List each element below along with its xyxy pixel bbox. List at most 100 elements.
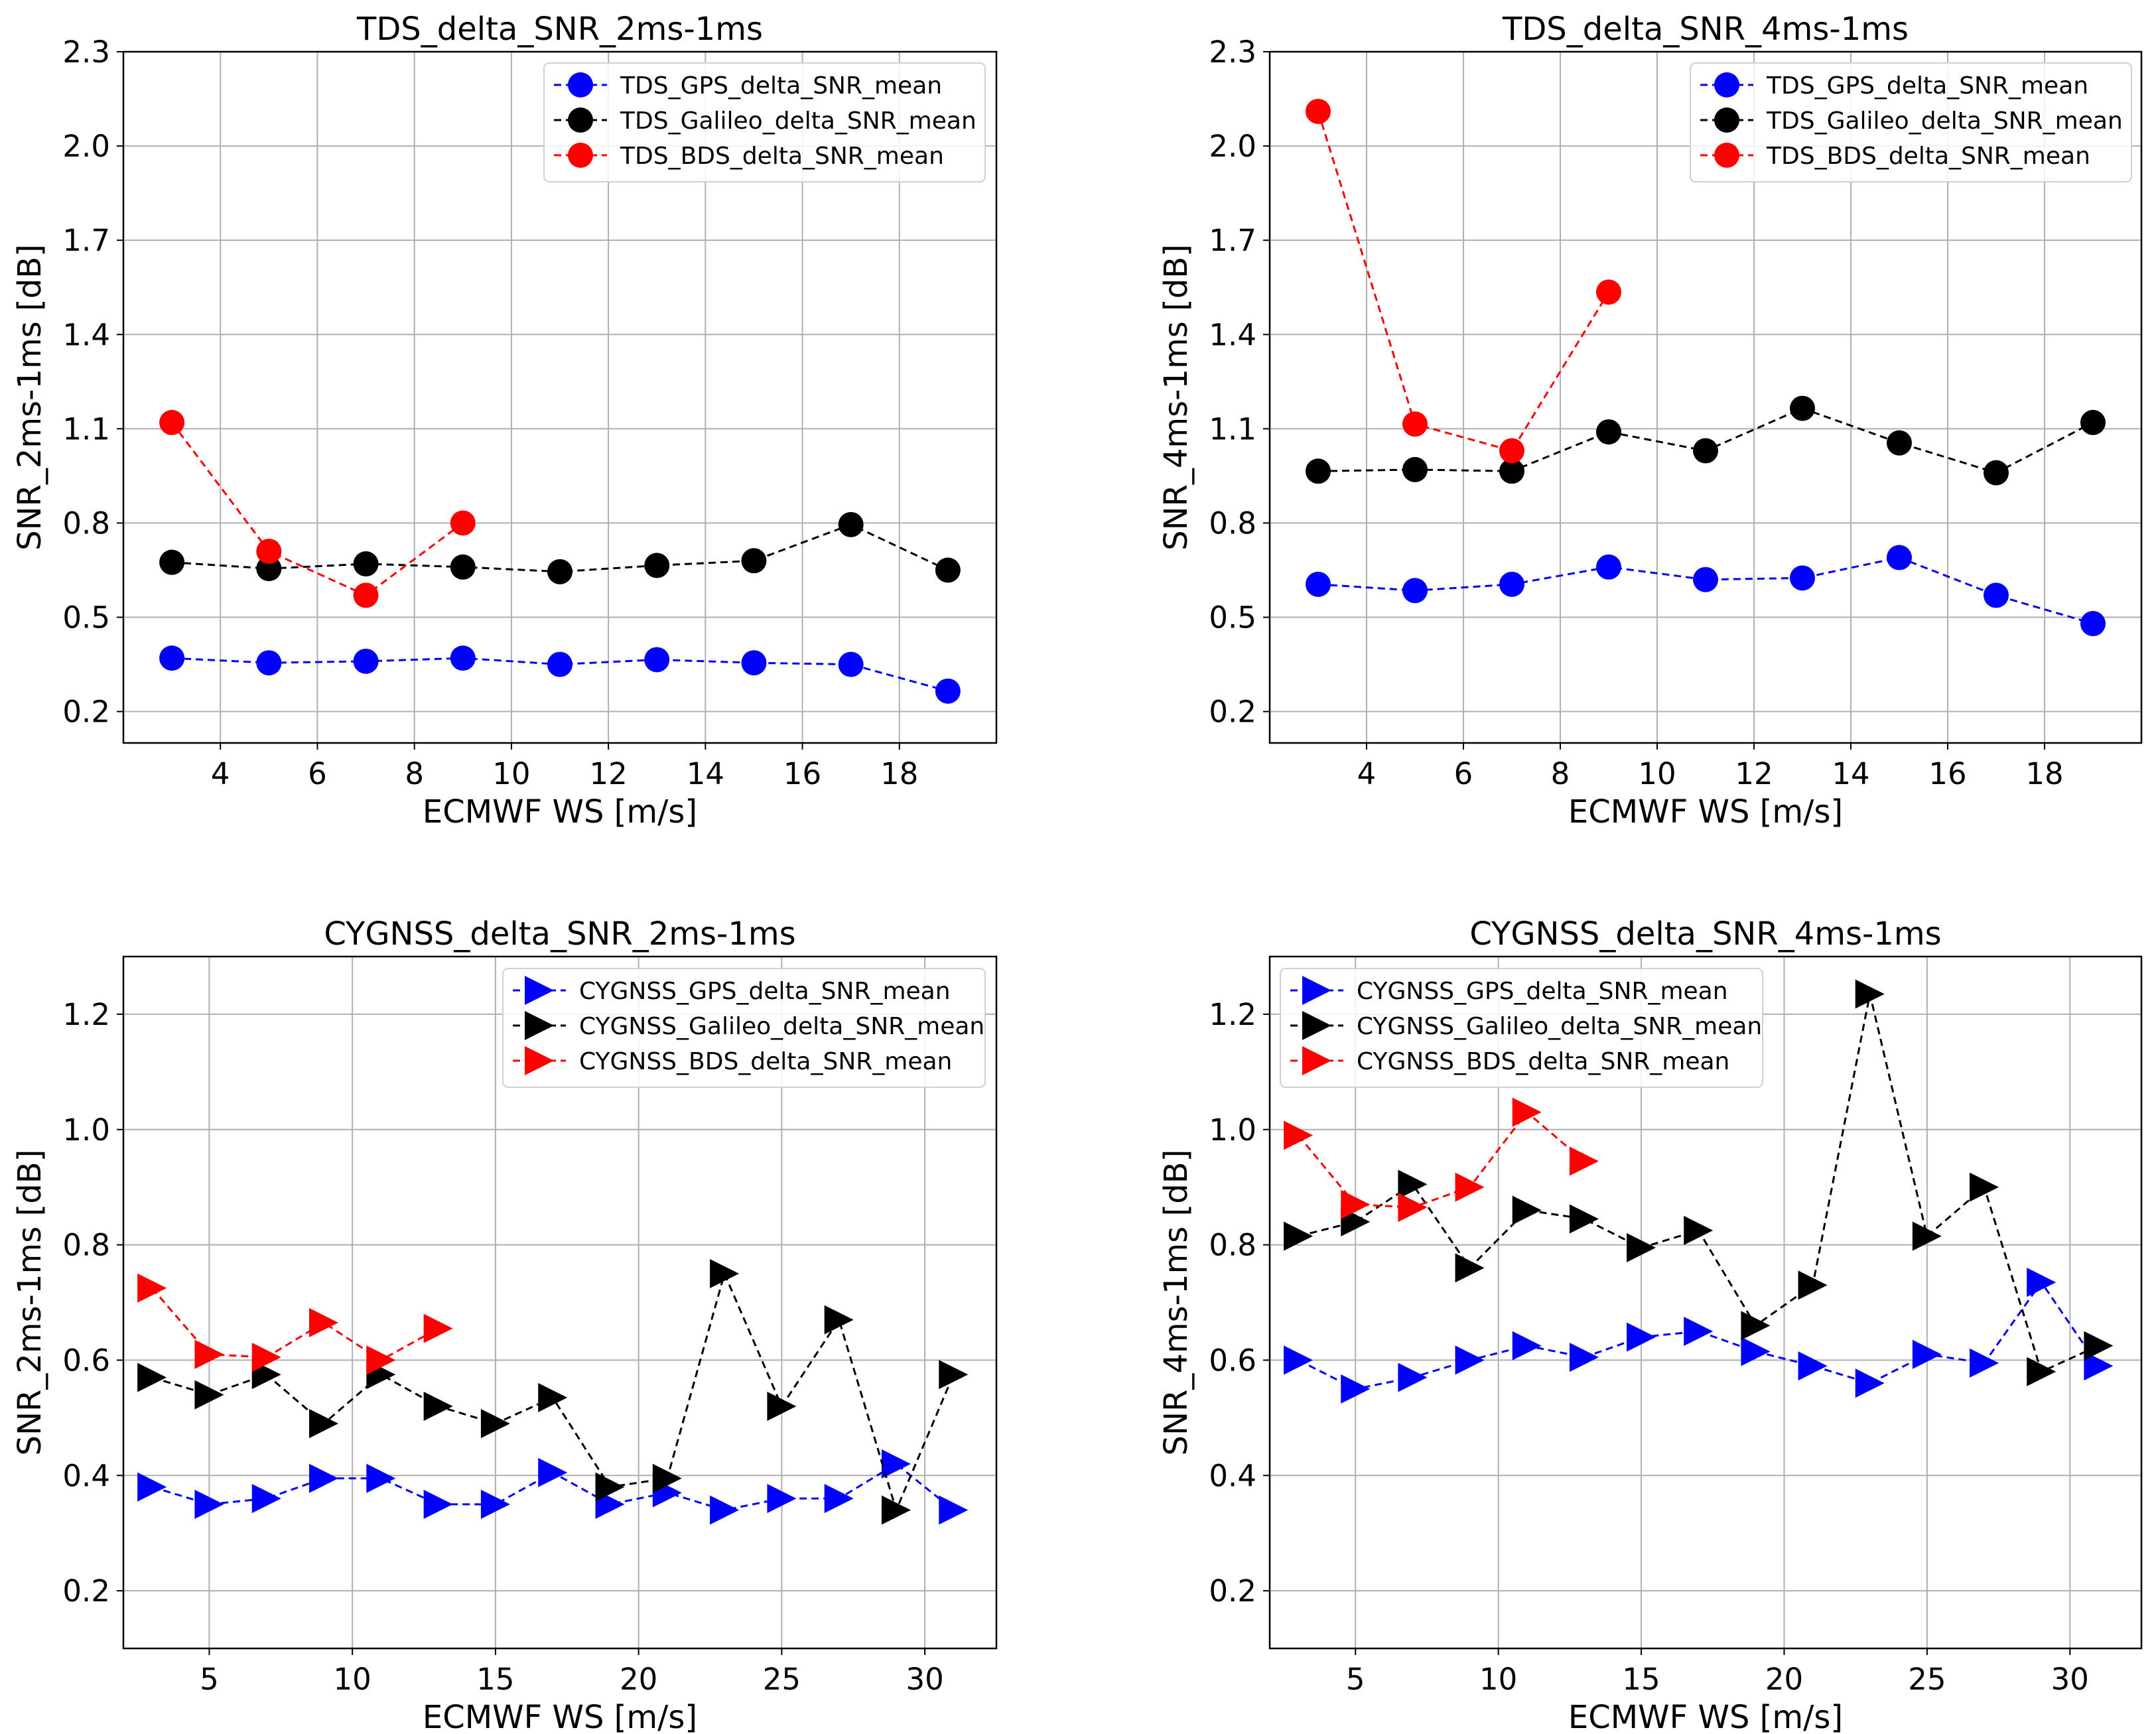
- data-point: [251, 1343, 281, 1372]
- x-tick-label: 30: [906, 1662, 943, 1697]
- data-point: [353, 648, 379, 674]
- data-point: [1455, 1345, 1485, 1375]
- data-point: [1402, 578, 1428, 604]
- data-point: [1741, 1337, 1771, 1367]
- x-tick-label: 16: [783, 756, 821, 791]
- legend-marker: [568, 143, 593, 168]
- data-point: [1970, 1348, 1999, 1378]
- x-tick-label: 5: [1346, 1662, 1365, 1697]
- legend-marker: [568, 72, 593, 98]
- series-CYGNSS_GPS_delta_SNR_mean: [137, 1449, 969, 1525]
- legend-label: TDS_Galileo_delta_SNR_mean: [1766, 107, 2123, 135]
- data-point: [450, 510, 476, 536]
- plot-frame: [122, 50, 998, 744]
- data-point: [1512, 1195, 1542, 1225]
- legend-marker: [525, 1011, 554, 1040]
- data-point: [644, 647, 670, 673]
- data-point: [824, 1305, 854, 1335]
- x-tick-label: 12: [1735, 756, 1773, 791]
- y-tick-label: 1.1: [1209, 411, 1256, 446]
- data-point: [1341, 1374, 1371, 1404]
- y-tick-label: 0.6: [1209, 1343, 1256, 1378]
- data-point: [1306, 458, 1331, 484]
- chart-title: CYGNSS_delta_SNR_2ms-1ms: [324, 915, 795, 953]
- data-point: [423, 1391, 453, 1421]
- y-tick-label: 0.2: [1209, 1573, 1256, 1609]
- legend-box: [1690, 62, 2132, 182]
- data-point: [480, 1409, 510, 1439]
- data-point: [2080, 611, 2106, 637]
- x-tick-label: 8: [405, 756, 424, 791]
- data-point: [1499, 571, 1524, 597]
- data-point: [1512, 1331, 1542, 1361]
- data-point: [1569, 1204, 1599, 1234]
- data-point: [1284, 1120, 1314, 1150]
- y-tick-label: 0.2: [1209, 695, 1256, 730]
- data-point: [137, 1363, 167, 1392]
- data-point: [1284, 1345, 1314, 1375]
- data-point: [1693, 567, 1718, 592]
- series-line: [170, 421, 464, 597]
- data-point: [767, 1391, 797, 1421]
- data-point: [1887, 545, 1912, 570]
- chart-1: 4 6 8 10 12 14 16 18 0.2 0.5 0.8 1.1 1.4 1.7 2.0 2.3 TDS…: [11, 11, 998, 831]
- x-tick-label: 10: [334, 1662, 371, 1697]
- y-tick-label: 1.1: [62, 411, 110, 446]
- series-TDS_Galileo_delta_SNR_mean: [1306, 395, 2106, 486]
- data-point: [741, 548, 767, 574]
- data-point: [1596, 419, 1621, 445]
- x-tick-label: 10: [1638, 756, 1676, 791]
- x-tick-label: 12: [589, 756, 627, 791]
- y-axis-label: SNR_4ms-1ms [dB]: [1158, 244, 1195, 551]
- chart-title: CYGNSS_delta_SNR_4ms-1ms: [1469, 915, 1941, 953]
- data-point: [741, 650, 767, 676]
- chart-2: 4 6 8 10 12 14 16 18 0.2 0.5 0.8 1.1 1.4 1.7 2.0 2.3 TDS…: [1158, 11, 2143, 831]
- data-point: [137, 1273, 167, 1303]
- y-tick-label: 0.8: [1209, 1228, 1256, 1263]
- x-tick-label: 10: [1479, 1662, 1517, 1697]
- data-point: [159, 549, 185, 575]
- series-TDS_BDS_delta_SNR_mean: [159, 409, 476, 608]
- series-CYGNSS_Galileo_delta_SNR_mean: [137, 1259, 969, 1525]
- y-axis-label: SNR_2ms-1ms [dB]: [11, 244, 48, 551]
- data-point: [710, 1495, 740, 1525]
- data-point: [1596, 554, 1621, 580]
- series-line: [1317, 111, 1610, 452]
- x-tick-label: 15: [476, 1662, 514, 1697]
- legend: TDS_GPS_delta_SNR_mean TDS_Galileo_delta_…: [1690, 62, 2132, 182]
- y-tick-label: 1.0: [1209, 1112, 1256, 1148]
- data-point: [1684, 1316, 1714, 1346]
- chart-title: TDS_delta_SNR_2ms-1ms: [356, 11, 763, 48]
- data-point: [480, 1489, 510, 1519]
- data-point: [1306, 98, 1331, 124]
- data-point: [1627, 1322, 1656, 1352]
- data-point: [450, 645, 476, 671]
- data-point: [1596, 279, 1621, 305]
- legend-box: [1280, 968, 1763, 1088]
- x-tick-label: 18: [880, 756, 918, 791]
- chart-3: 5 10 15 20 25 30 0.2 0.4 0.6 0.8 1.0 1.2 CYGNSS_delt…: [11, 915, 998, 1734]
- x-tick-label: 20: [620, 1662, 657, 1697]
- data-point: [1790, 395, 1815, 421]
- data-point: [1693, 438, 1718, 464]
- data-point: [256, 556, 282, 582]
- data-point: [353, 582, 379, 608]
- data-point: [1398, 1193, 1428, 1223]
- data-point: [1402, 456, 1428, 482]
- data-point: [2027, 1357, 2056, 1386]
- data-point: [309, 1409, 339, 1439]
- legend-marker: [1714, 143, 1739, 168]
- x-tick-label: 25: [1908, 1662, 1946, 1697]
- series-CYGNSS_BDS_delta_SNR_mean: [1284, 1097, 1599, 1223]
- data-point: [538, 1457, 568, 1487]
- series-TDS_Galileo_delta_SNR_mean: [159, 511, 961, 584]
- x-tick-label: 4: [1357, 756, 1377, 791]
- x-axis-label: ECMWF WS [m/s]: [423, 1699, 697, 1734]
- y-tick-label: 0.2: [62, 1573, 110, 1609]
- legend-label: CYGNSS_BDS_delta_SNR_mean: [579, 1048, 952, 1075]
- data-point: [1569, 1343, 1599, 1372]
- y-axis-label: SNR_2ms-1ms [dB]: [11, 1150, 48, 1456]
- series-TDS_GPS_delta_SNR_mean: [1306, 545, 2106, 637]
- legend-label: TDS_GPS_delta_SNR_mean: [1766, 72, 2088, 100]
